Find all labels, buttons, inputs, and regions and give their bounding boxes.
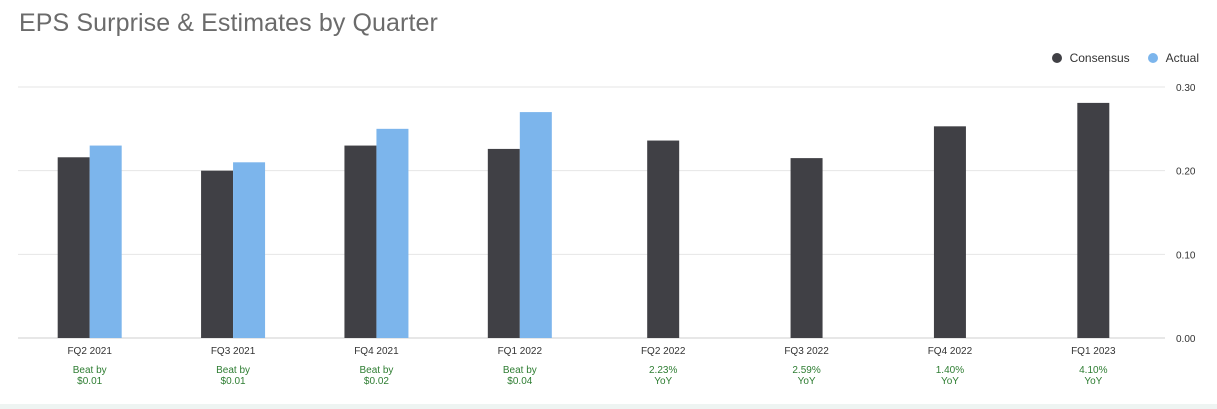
- surprise-annotation-detail: YoY: [798, 376, 816, 387]
- y-tick-label: 0.00: [1176, 334, 1196, 345]
- bar-consensus: [201, 170, 234, 338]
- bottom-band: [0, 404, 1217, 409]
- surprise-annotation-detail: YoY: [1084, 376, 1102, 387]
- bar-actual: [519, 112, 552, 338]
- x-tick-label: FQ2 2021: [67, 346, 112, 357]
- legend-marker-actual: [1147, 53, 1158, 63]
- legend-label-actual: Actual: [1165, 51, 1199, 65]
- x-tick-label: FQ4 2021: [354, 346, 399, 357]
- surprise-annotation-value: 4.10%: [1079, 365, 1107, 376]
- bar-consensus: [790, 158, 823, 338]
- surprise-annotation-value: 2.59%: [792, 365, 820, 376]
- x-tick-label: FQ2 2022: [641, 346, 686, 357]
- bar-actual: [89, 145, 122, 338]
- x-tick-label: FQ3 2022: [784, 346, 829, 357]
- surprise-annotation-value: 1.40%: [936, 365, 964, 376]
- chart-title: EPS Surprise & Estimates by Quarter: [19, 9, 438, 37]
- bar-consensus: [487, 148, 520, 338]
- legend-label-consensus: Consensus: [1069, 51, 1130, 65]
- surprise-annotation-detail: $0.01: [221, 376, 246, 387]
- surprise-annotation-value: Beat by: [73, 365, 107, 376]
- legend-marker-consensus: [1051, 53, 1062, 63]
- surprise-annotation-detail: $0.04: [507, 376, 532, 387]
- bar-consensus: [647, 140, 680, 338]
- bar-actual: [233, 162, 266, 338]
- x-tick-label: FQ1 2023: [1071, 346, 1116, 357]
- bar-consensus: [1077, 102, 1110, 338]
- surprise-annotation-value: Beat by: [503, 365, 537, 376]
- x-tick-label: FQ1 2022: [498, 346, 543, 357]
- y-tick-label: 0.20: [1176, 167, 1196, 178]
- x-tick-label: FQ3 2021: [211, 346, 256, 357]
- bar-consensus: [57, 157, 90, 338]
- surprise-annotation-detail: $0.01: [77, 376, 102, 387]
- surprise-annotation-detail: YoY: [654, 376, 672, 387]
- bar-consensus: [344, 145, 377, 338]
- legend-item-consensus[interactable]: Consensus: [1051, 51, 1130, 65]
- chart-legend: Consensus Actual: [1034, 51, 1199, 65]
- surprise-annotation-value: 2.23%: [649, 365, 677, 376]
- surprise-annotation-detail: $0.02: [364, 376, 389, 387]
- legend-item-actual[interactable]: Actual: [1147, 51, 1199, 65]
- bar-consensus: [933, 126, 966, 338]
- surprise-annotation-value: Beat by: [359, 365, 393, 376]
- bar-actual: [376, 128, 409, 338]
- surprise-annotation-detail: YoY: [941, 376, 959, 387]
- x-tick-label: FQ4 2022: [928, 346, 973, 357]
- y-tick-label: 0.30: [1176, 83, 1196, 94]
- y-tick-label: 0.10: [1176, 250, 1196, 261]
- surprise-annotation-value: Beat by: [216, 365, 250, 376]
